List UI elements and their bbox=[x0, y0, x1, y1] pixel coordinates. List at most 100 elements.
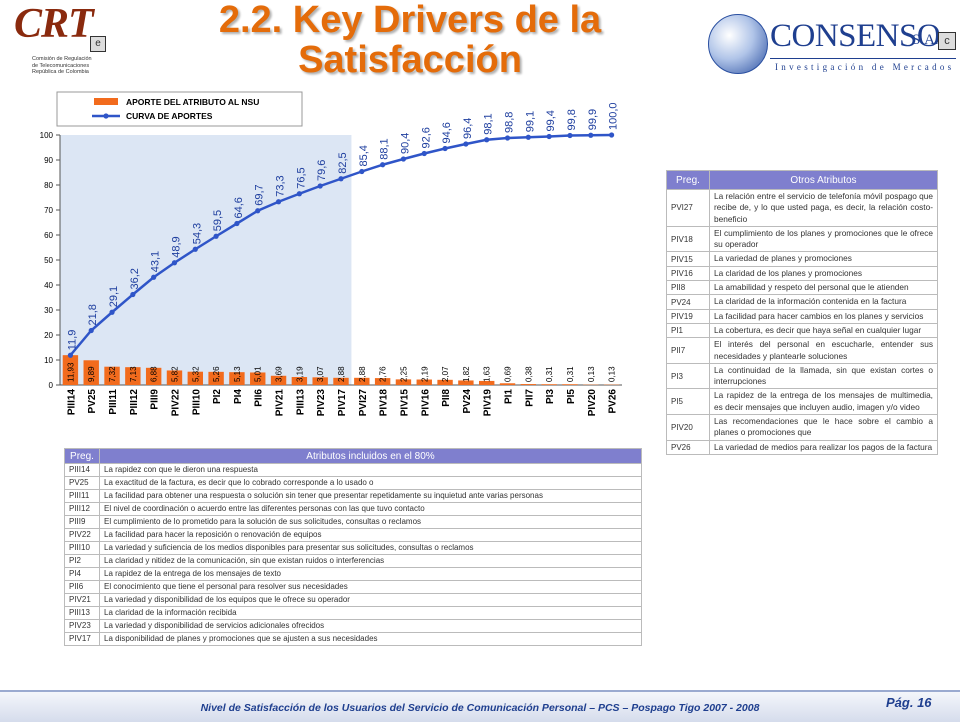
bar-label: 2,88 bbox=[337, 366, 346, 382]
x-tick-label: PV25 bbox=[87, 389, 98, 414]
tableOther-desc-cell: La facilidad para hacer cambios en los p… bbox=[710, 309, 938, 323]
crt-logo-caption: Comisión de Regulación de Telecomunicaci… bbox=[32, 56, 92, 76]
line-point bbox=[588, 133, 593, 138]
y-tick-label: 100 bbox=[40, 131, 54, 140]
bar-label: 2,76 bbox=[379, 366, 388, 382]
table80-code-cell: PIV23 bbox=[65, 620, 100, 633]
bar bbox=[521, 384, 536, 385]
line-label: 76,5 bbox=[295, 167, 307, 188]
bar-label: 3,19 bbox=[295, 366, 304, 382]
line-point bbox=[505, 135, 510, 140]
bar-label: 0,38 bbox=[524, 366, 533, 382]
y-tick-label: 90 bbox=[44, 156, 53, 165]
line-label: 43,1 bbox=[150, 251, 162, 272]
table-included-80: Preg. Atributos incluidos en el 80% PIII… bbox=[64, 448, 642, 646]
y-tick-label: 70 bbox=[44, 206, 53, 215]
footer-text: Nivel de Satisfacción de los Usuarios de… bbox=[0, 702, 960, 714]
table80-header-code: Preg. bbox=[65, 449, 100, 464]
line-point bbox=[68, 353, 73, 358]
consenso-tagline: Investigación de Mercados bbox=[775, 62, 954, 72]
table80-desc-cell: El conocimiento que tiene el personal pa… bbox=[100, 581, 642, 594]
line-label: 54,3 bbox=[191, 223, 203, 244]
x-tick-label: PII8 bbox=[441, 389, 452, 407]
line-point bbox=[609, 132, 614, 137]
x-tick-label: PI2 bbox=[212, 389, 223, 404]
line-label: 21,8 bbox=[87, 304, 99, 325]
line-point bbox=[567, 133, 572, 138]
tableOther-code-cell: PIV19 bbox=[667, 309, 710, 323]
tableOther-code-cell: PV24 bbox=[667, 295, 710, 309]
y-tick-label: 20 bbox=[44, 331, 53, 340]
line-label: 98,8 bbox=[504, 112, 516, 133]
line-label: 73,3 bbox=[275, 175, 287, 196]
bar-label: 2,25 bbox=[399, 366, 408, 382]
x-tick-label: PVI27 bbox=[358, 389, 369, 417]
line-point bbox=[172, 260, 177, 265]
line-label: 99,1 bbox=[524, 111, 536, 132]
x-tick-label: PIV23 bbox=[316, 389, 327, 417]
legend-bar-label: APORTE DEL ATRIBUTO AL NSU bbox=[126, 97, 259, 107]
line-label: 64,6 bbox=[233, 197, 245, 218]
x-tick-label: PIV18 bbox=[379, 389, 390, 417]
crt-e-icon: e bbox=[90, 36, 106, 52]
line-point bbox=[401, 156, 406, 161]
table80-desc-cell: La variedad y disponibilidad de servicio… bbox=[100, 620, 642, 633]
x-tick-label: PI4 bbox=[233, 389, 244, 404]
table80-code-cell: PIV22 bbox=[65, 529, 100, 542]
x-tick-label: PIV22 bbox=[170, 389, 181, 417]
bar-label: 5,26 bbox=[212, 366, 221, 382]
legend-line-label: CURVA DE APORTES bbox=[126, 111, 213, 121]
line-label: 48,9 bbox=[170, 236, 182, 257]
line-label: 96,4 bbox=[462, 118, 474, 139]
tableOther-code-cell: PII8 bbox=[667, 281, 710, 295]
line-point bbox=[234, 221, 239, 226]
tableOther-code-cell: PIV15 bbox=[667, 252, 710, 266]
line-point bbox=[484, 137, 489, 142]
line-label: 36,2 bbox=[129, 268, 141, 289]
tableOther-desc-cell: La variedad de planes y promociones bbox=[710, 252, 938, 266]
line-point bbox=[255, 208, 260, 213]
x-tick-label: PV24 bbox=[462, 389, 473, 414]
globe-icon bbox=[708, 14, 768, 74]
table80-desc-cell: La disponibilidad de planes y promocione… bbox=[100, 633, 642, 646]
crt-logo: CRT e Comisión de Regulación de Telecomu… bbox=[8, 6, 118, 81]
table80-code-cell: PIII9 bbox=[65, 516, 100, 529]
line-label: 99,4 bbox=[545, 110, 557, 131]
table80-desc-cell: La claridad de la información recibida bbox=[100, 607, 642, 620]
tableOther-desc-cell: El interés del personal en escucharle, e… bbox=[710, 338, 938, 364]
x-tick-label: PIV15 bbox=[399, 389, 410, 417]
tableOther-code-cell: PII7 bbox=[667, 338, 710, 364]
table80-desc-cell: La claridad y nitidez de la comunicación… bbox=[100, 555, 642, 568]
line-label: 98,1 bbox=[483, 113, 495, 134]
line-point bbox=[89, 328, 94, 333]
bar-label: 7,32 bbox=[108, 366, 117, 382]
bar-label: 3,69 bbox=[275, 366, 284, 382]
line-point bbox=[338, 176, 343, 181]
table80-desc-cell: La exactitud de la factura, es decir que… bbox=[100, 477, 642, 490]
table80-desc-cell: La facilidad para obtener una respuesta … bbox=[100, 490, 642, 503]
bar-label: 1,82 bbox=[462, 366, 471, 382]
bar-label: 3,07 bbox=[316, 366, 325, 382]
consenso-divider bbox=[770, 58, 956, 59]
bar-label: 2,07 bbox=[441, 366, 450, 382]
line-label: 82,5 bbox=[337, 152, 349, 173]
line-point bbox=[151, 275, 156, 280]
line-label: 99,8 bbox=[566, 109, 578, 130]
x-tick-label: PII7 bbox=[524, 389, 535, 407]
y-tick-label: 30 bbox=[44, 306, 53, 315]
line-label: 88,1 bbox=[379, 138, 391, 159]
